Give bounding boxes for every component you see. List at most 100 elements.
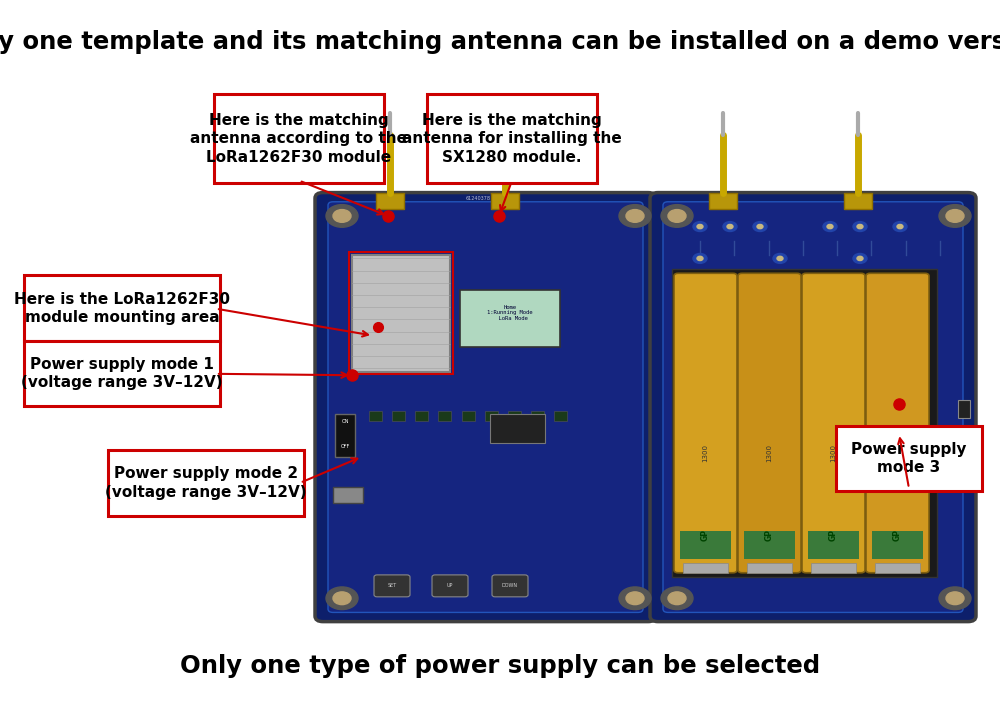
- Text: Only one type of power supply can be selected: Only one type of power supply can be sel…: [180, 653, 820, 678]
- Text: 61240378: 61240378: [466, 195, 490, 201]
- Text: Power supply
mode 3: Power supply mode 3: [851, 442, 967, 475]
- Circle shape: [619, 205, 651, 227]
- FancyBboxPatch shape: [663, 202, 963, 612]
- FancyBboxPatch shape: [554, 411, 567, 421]
- Circle shape: [939, 205, 971, 227]
- Circle shape: [668, 210, 686, 222]
- Circle shape: [753, 222, 767, 232]
- FancyBboxPatch shape: [672, 269, 937, 577]
- FancyBboxPatch shape: [490, 414, 545, 442]
- Circle shape: [626, 592, 644, 605]
- Circle shape: [326, 205, 358, 227]
- FancyBboxPatch shape: [214, 94, 384, 183]
- Circle shape: [661, 205, 693, 227]
- Circle shape: [773, 253, 787, 263]
- Circle shape: [853, 253, 867, 263]
- Text: Here is the LoRa1262F30
module mounting area: Here is the LoRa1262F30 module mounting …: [14, 292, 230, 325]
- FancyBboxPatch shape: [24, 341, 220, 406]
- Text: Here is the matching
antenna for installing the
SX1280 module.: Here is the matching antenna for install…: [402, 113, 622, 165]
- Circle shape: [619, 587, 651, 610]
- Text: SET: SET: [387, 583, 397, 588]
- FancyBboxPatch shape: [369, 411, 382, 421]
- Circle shape: [893, 222, 907, 232]
- FancyBboxPatch shape: [674, 273, 737, 573]
- Circle shape: [723, 222, 737, 232]
- FancyBboxPatch shape: [374, 575, 410, 597]
- FancyBboxPatch shape: [709, 193, 737, 209]
- FancyBboxPatch shape: [811, 563, 856, 573]
- FancyBboxPatch shape: [875, 563, 920, 573]
- Circle shape: [946, 592, 964, 605]
- FancyBboxPatch shape: [836, 426, 982, 491]
- FancyBboxPatch shape: [872, 531, 923, 559]
- FancyBboxPatch shape: [650, 193, 976, 622]
- Circle shape: [668, 592, 686, 605]
- FancyBboxPatch shape: [485, 411, 498, 421]
- Text: 1300: 1300: [702, 444, 708, 462]
- Circle shape: [827, 224, 833, 229]
- FancyBboxPatch shape: [333, 487, 363, 503]
- FancyBboxPatch shape: [460, 290, 560, 347]
- FancyBboxPatch shape: [335, 414, 355, 457]
- FancyBboxPatch shape: [738, 273, 801, 573]
- FancyBboxPatch shape: [427, 94, 597, 183]
- FancyBboxPatch shape: [508, 411, 521, 421]
- Circle shape: [697, 256, 703, 261]
- Circle shape: [897, 224, 903, 229]
- Circle shape: [693, 222, 707, 232]
- FancyBboxPatch shape: [352, 255, 450, 372]
- Circle shape: [626, 210, 644, 222]
- Text: Only one template and its matching antenna can be installed on a demo version: Only one template and its matching anten…: [0, 30, 1000, 55]
- FancyBboxPatch shape: [744, 531, 795, 559]
- FancyBboxPatch shape: [531, 411, 544, 421]
- Text: 1300: 1300: [766, 444, 772, 462]
- FancyBboxPatch shape: [108, 450, 304, 516]
- FancyBboxPatch shape: [315, 193, 656, 622]
- Circle shape: [661, 587, 693, 610]
- FancyBboxPatch shape: [866, 273, 929, 573]
- Circle shape: [946, 210, 964, 222]
- Circle shape: [326, 587, 358, 610]
- Text: DOWN: DOWN: [502, 583, 518, 588]
- Text: Here is the matching
antenna according to the
LoRa1262F30 module: Here is the matching antenna according t…: [190, 113, 408, 165]
- Text: OFF: OFF: [340, 443, 350, 449]
- Circle shape: [857, 224, 863, 229]
- FancyBboxPatch shape: [492, 575, 528, 597]
- FancyBboxPatch shape: [747, 563, 792, 573]
- Circle shape: [697, 224, 703, 229]
- Circle shape: [727, 224, 733, 229]
- Text: GP: GP: [701, 529, 710, 540]
- Circle shape: [693, 253, 707, 263]
- Text: Power supply mode 1
(voltage range 3V–12V): Power supply mode 1 (voltage range 3V–12…: [21, 357, 223, 390]
- FancyBboxPatch shape: [680, 531, 731, 559]
- FancyBboxPatch shape: [415, 411, 428, 421]
- Circle shape: [333, 592, 351, 605]
- FancyBboxPatch shape: [462, 411, 475, 421]
- Text: 1300: 1300: [894, 444, 900, 462]
- Text: GP: GP: [893, 529, 902, 540]
- Text: 1300: 1300: [830, 444, 836, 462]
- FancyBboxPatch shape: [432, 575, 468, 597]
- FancyBboxPatch shape: [438, 411, 451, 421]
- Text: Power supply mode 2
(voltage range 3V–12V): Power supply mode 2 (voltage range 3V–12…: [105, 467, 307, 500]
- Circle shape: [939, 587, 971, 610]
- FancyBboxPatch shape: [808, 531, 859, 559]
- FancyBboxPatch shape: [683, 563, 728, 573]
- Text: ON: ON: [341, 418, 349, 424]
- FancyBboxPatch shape: [376, 193, 404, 209]
- Circle shape: [333, 210, 351, 222]
- Circle shape: [853, 222, 867, 232]
- FancyBboxPatch shape: [958, 400, 970, 418]
- Text: GP: GP: [765, 529, 774, 540]
- Text: UP: UP: [447, 583, 453, 588]
- FancyBboxPatch shape: [328, 202, 643, 612]
- Circle shape: [857, 256, 863, 261]
- FancyBboxPatch shape: [24, 275, 220, 341]
- Text: GP: GP: [829, 529, 838, 540]
- FancyBboxPatch shape: [802, 273, 865, 573]
- FancyBboxPatch shape: [491, 193, 519, 209]
- FancyBboxPatch shape: [392, 411, 405, 421]
- Text: Home
1:Running Mode
  LoRa Mode: Home 1:Running Mode LoRa Mode: [487, 304, 533, 321]
- Circle shape: [777, 256, 783, 261]
- Circle shape: [823, 222, 837, 232]
